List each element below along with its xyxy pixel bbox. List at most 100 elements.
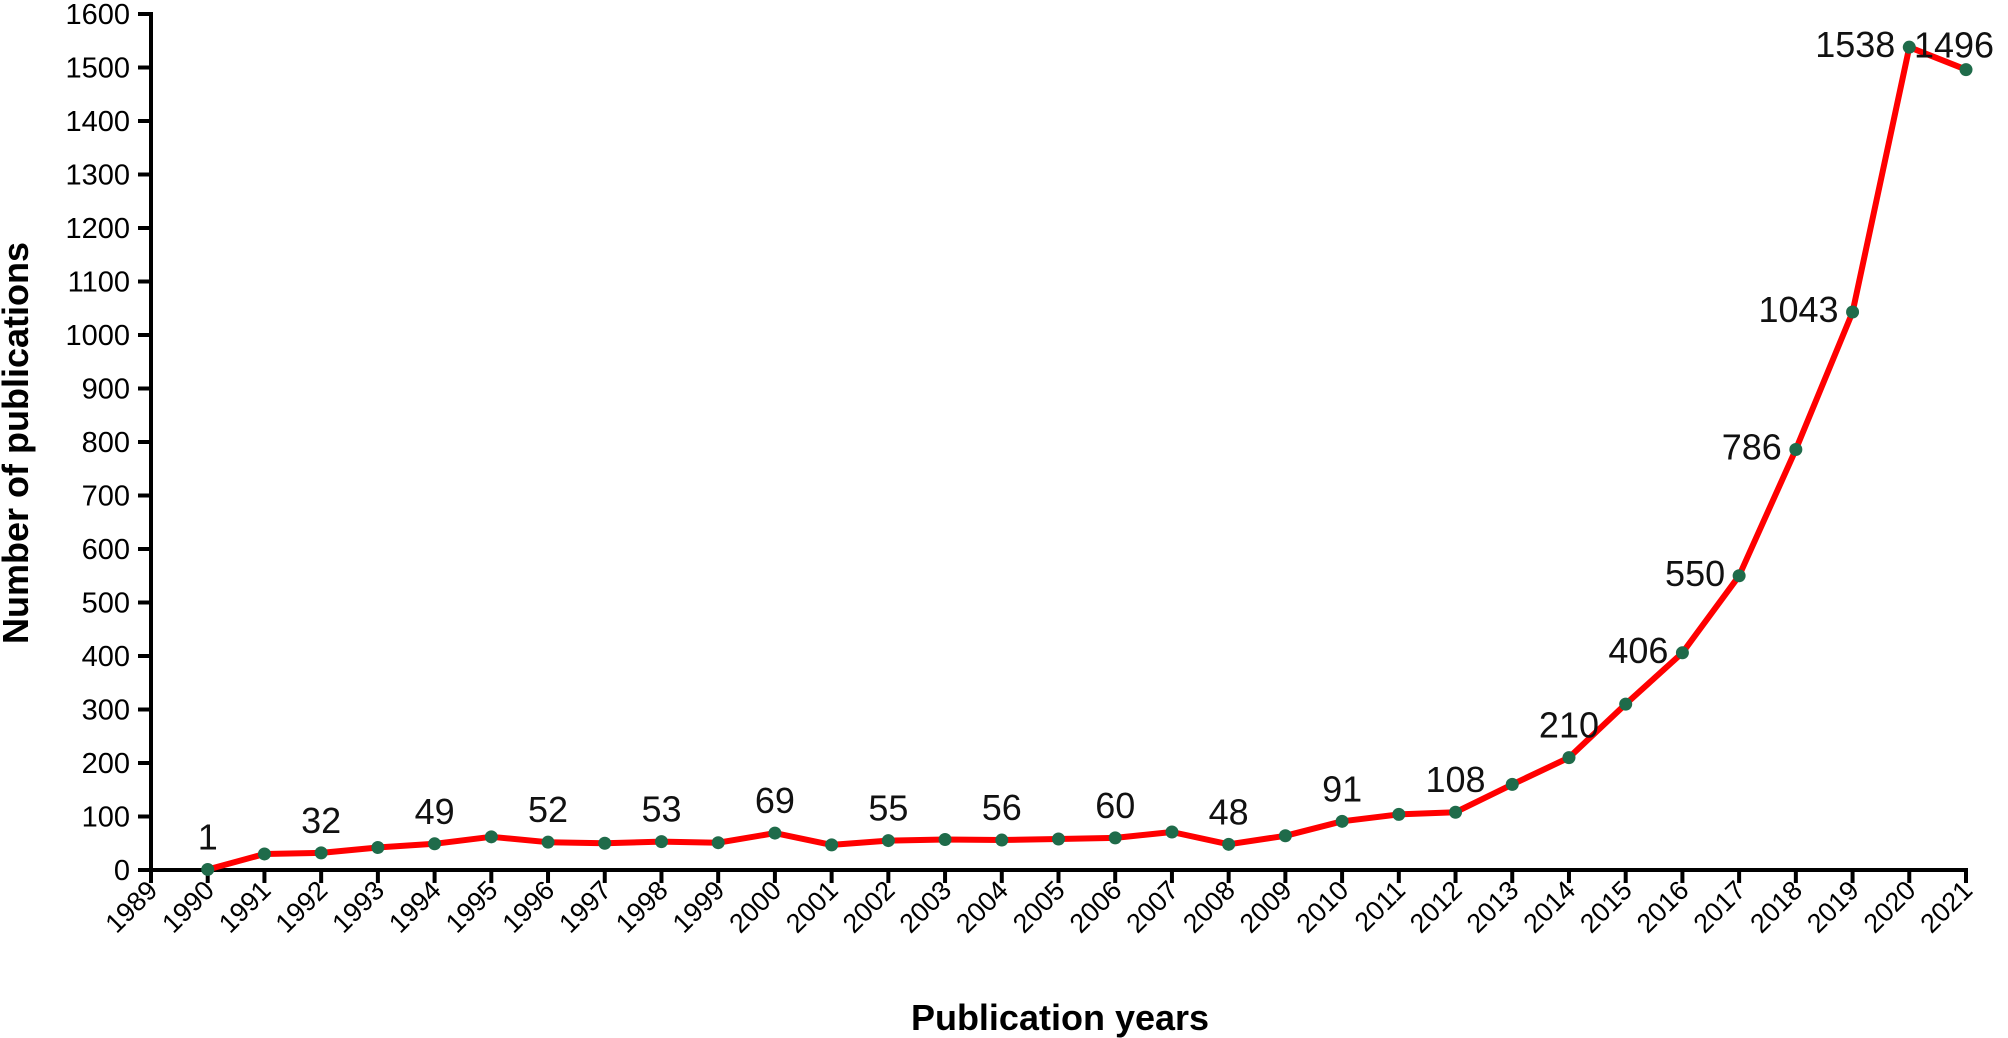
x-tick-label: 2004 [950,875,1014,939]
data-point [598,836,612,850]
data-label: 786 [1722,426,1782,467]
data-label: 1496 [1914,25,1994,66]
data-label: 49 [415,791,455,832]
data-point [1392,807,1406,821]
x-tick-label: 2019 [1801,875,1865,939]
data-point [938,833,952,847]
x-tick-label: 2015 [1574,875,1638,939]
y-tick-label: 300 [82,695,130,727]
x-tick-label: 1991 [213,875,277,939]
x-tick-label: 2014 [1518,875,1582,939]
y-tick-label: 0 [114,855,130,887]
x-tick-label: 2012 [1404,875,1468,939]
x-tick-label: 1999 [667,875,731,939]
x-tick-label: 1993 [326,875,390,939]
data-point [1108,831,1122,845]
y-tick-label: 400 [82,641,130,673]
data-point [825,838,839,852]
x-tick-label: 2010 [1291,875,1355,939]
y-tick-label: 1600 [65,0,130,31]
data-point [1675,646,1689,660]
x-tick-label: 2013 [1461,875,1525,939]
data-point [1449,805,1463,819]
data-point [201,862,215,876]
data-point [257,847,271,861]
data-point [541,835,555,849]
y-axis-title: Number of publications [0,242,36,644]
x-tick-label: 2017 [1688,875,1752,939]
y-tick-label: 1500 [65,53,130,85]
y-tick-label: 800 [82,427,130,459]
data-label: 1 [198,816,218,857]
x-tick-label: 2001 [780,875,844,939]
x-tick-label: 2006 [1064,875,1128,939]
data-label: 60 [1095,785,1135,826]
y-tick-label: 1300 [65,160,130,192]
data-point [711,836,725,850]
data-point [881,834,895,848]
y-tick-label: 1100 [68,267,130,299]
y-tick-label: 1000 [65,320,130,352]
data-label: 550 [1665,553,1725,594]
data-points [201,40,1973,876]
x-tick-label: 1996 [497,875,561,939]
x-tick-label: 2021 [1915,875,1979,939]
x-tick-label: 2020 [1858,875,1922,939]
data-label: 56 [982,787,1022,828]
data-label: 108 [1425,759,1485,800]
x-tick-label: 1990 [156,875,220,939]
x-tick-label: 2018 [1744,875,1808,939]
x-tick-label: 2016 [1631,875,1695,939]
data-label: 1538 [1815,24,1895,65]
data-point [371,841,385,855]
data-point [1222,837,1236,851]
x-tick-label: 1992 [270,875,334,939]
data-point [1619,697,1633,711]
data-point [314,846,328,860]
y-tick-label: 1200 [65,213,130,245]
x-axis-title: Publication years [911,997,1209,1038]
x-tick-label: 2009 [1234,875,1298,939]
x-tick-label: 2011 [1349,875,1411,937]
data-label: 55 [868,788,908,829]
data-label: 1043 [1758,289,1838,330]
x-tick-label: 1994 [383,875,447,939]
data-point [1335,814,1349,828]
y-axis-ticks: 0 100 200 300 400 500 600 700 800 900 1000 1100 1200… [65,0,151,887]
x-tick-label: 1995 [440,875,504,939]
data-point [995,833,1009,847]
y-tick-label: 200 [82,748,130,780]
data-point [1789,442,1803,456]
y-tick-label: 500 [82,588,130,620]
y-tick-label: 600 [82,534,130,566]
data-label: 69 [755,780,795,821]
data-point [428,837,442,851]
x-tick-label: 2003 [894,875,958,939]
y-tick-label: 100 [82,802,130,834]
x-tick-label: 2002 [837,875,901,939]
data-label: 210 [1539,705,1599,746]
data-point [1562,751,1576,765]
data-point [1165,825,1179,839]
data-point [1278,829,1292,843]
data-label: 48 [1209,791,1249,832]
x-axis-ticks: 1989199019911992199319941995199619971998… [100,870,1979,939]
x-tick-label: 2008 [1177,875,1241,939]
x-tick-label: 2000 [723,875,787,939]
y-tick-label: 900 [82,374,130,406]
data-label: 52 [528,789,568,830]
data-label: 91 [1322,768,1362,809]
data-point [768,826,782,840]
x-tick-label: 2005 [1007,875,1071,939]
data-point [1052,832,1065,846]
data-point [1732,569,1746,583]
data-point [484,830,498,844]
x-tick-label: 1989 [100,875,164,939]
data-point [654,835,668,849]
y-tick-label: 700 [82,481,130,513]
data-label: 53 [641,789,681,830]
data-point [1959,63,1973,77]
x-tick-label: 1997 [553,875,617,939]
